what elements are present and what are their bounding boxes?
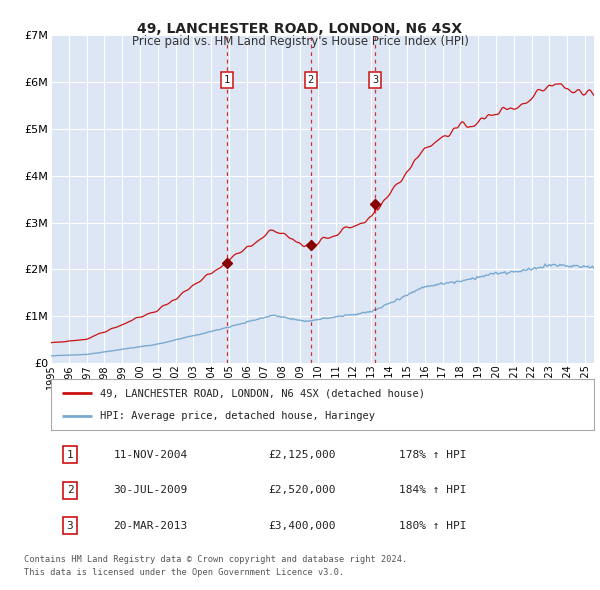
Text: 178% ↑ HPI: 178% ↑ HPI <box>398 450 466 460</box>
Text: 11-NOV-2004: 11-NOV-2004 <box>113 450 188 460</box>
Text: 49, LANCHESTER ROAD, LONDON, N6 4SX: 49, LANCHESTER ROAD, LONDON, N6 4SX <box>137 22 463 37</box>
Text: 49, LANCHESTER ROAD, LONDON, N6 4SX (detached house): 49, LANCHESTER ROAD, LONDON, N6 4SX (det… <box>100 388 425 398</box>
Text: 3: 3 <box>67 521 73 531</box>
Text: This data is licensed under the Open Government Licence v3.0.: This data is licensed under the Open Gov… <box>24 568 344 576</box>
Text: 1: 1 <box>224 74 230 84</box>
Text: Contains HM Land Registry data © Crown copyright and database right 2024.: Contains HM Land Registry data © Crown c… <box>24 555 407 563</box>
Text: 180% ↑ HPI: 180% ↑ HPI <box>398 521 466 531</box>
Text: 20-MAR-2013: 20-MAR-2013 <box>113 521 188 531</box>
Text: £3,400,000: £3,400,000 <box>268 521 336 531</box>
Text: 30-JUL-2009: 30-JUL-2009 <box>113 486 188 495</box>
Text: 2: 2 <box>307 74 314 84</box>
Text: £2,520,000: £2,520,000 <box>268 486 336 495</box>
Text: Price paid vs. HM Land Registry's House Price Index (HPI): Price paid vs. HM Land Registry's House … <box>131 35 469 48</box>
Text: 1: 1 <box>67 450 73 460</box>
Text: 3: 3 <box>372 74 379 84</box>
Text: 2: 2 <box>67 486 73 495</box>
Text: HPI: Average price, detached house, Haringey: HPI: Average price, detached house, Hari… <box>100 411 375 421</box>
Text: 184% ↑ HPI: 184% ↑ HPI <box>398 486 466 495</box>
Text: £2,125,000: £2,125,000 <box>268 450 336 460</box>
